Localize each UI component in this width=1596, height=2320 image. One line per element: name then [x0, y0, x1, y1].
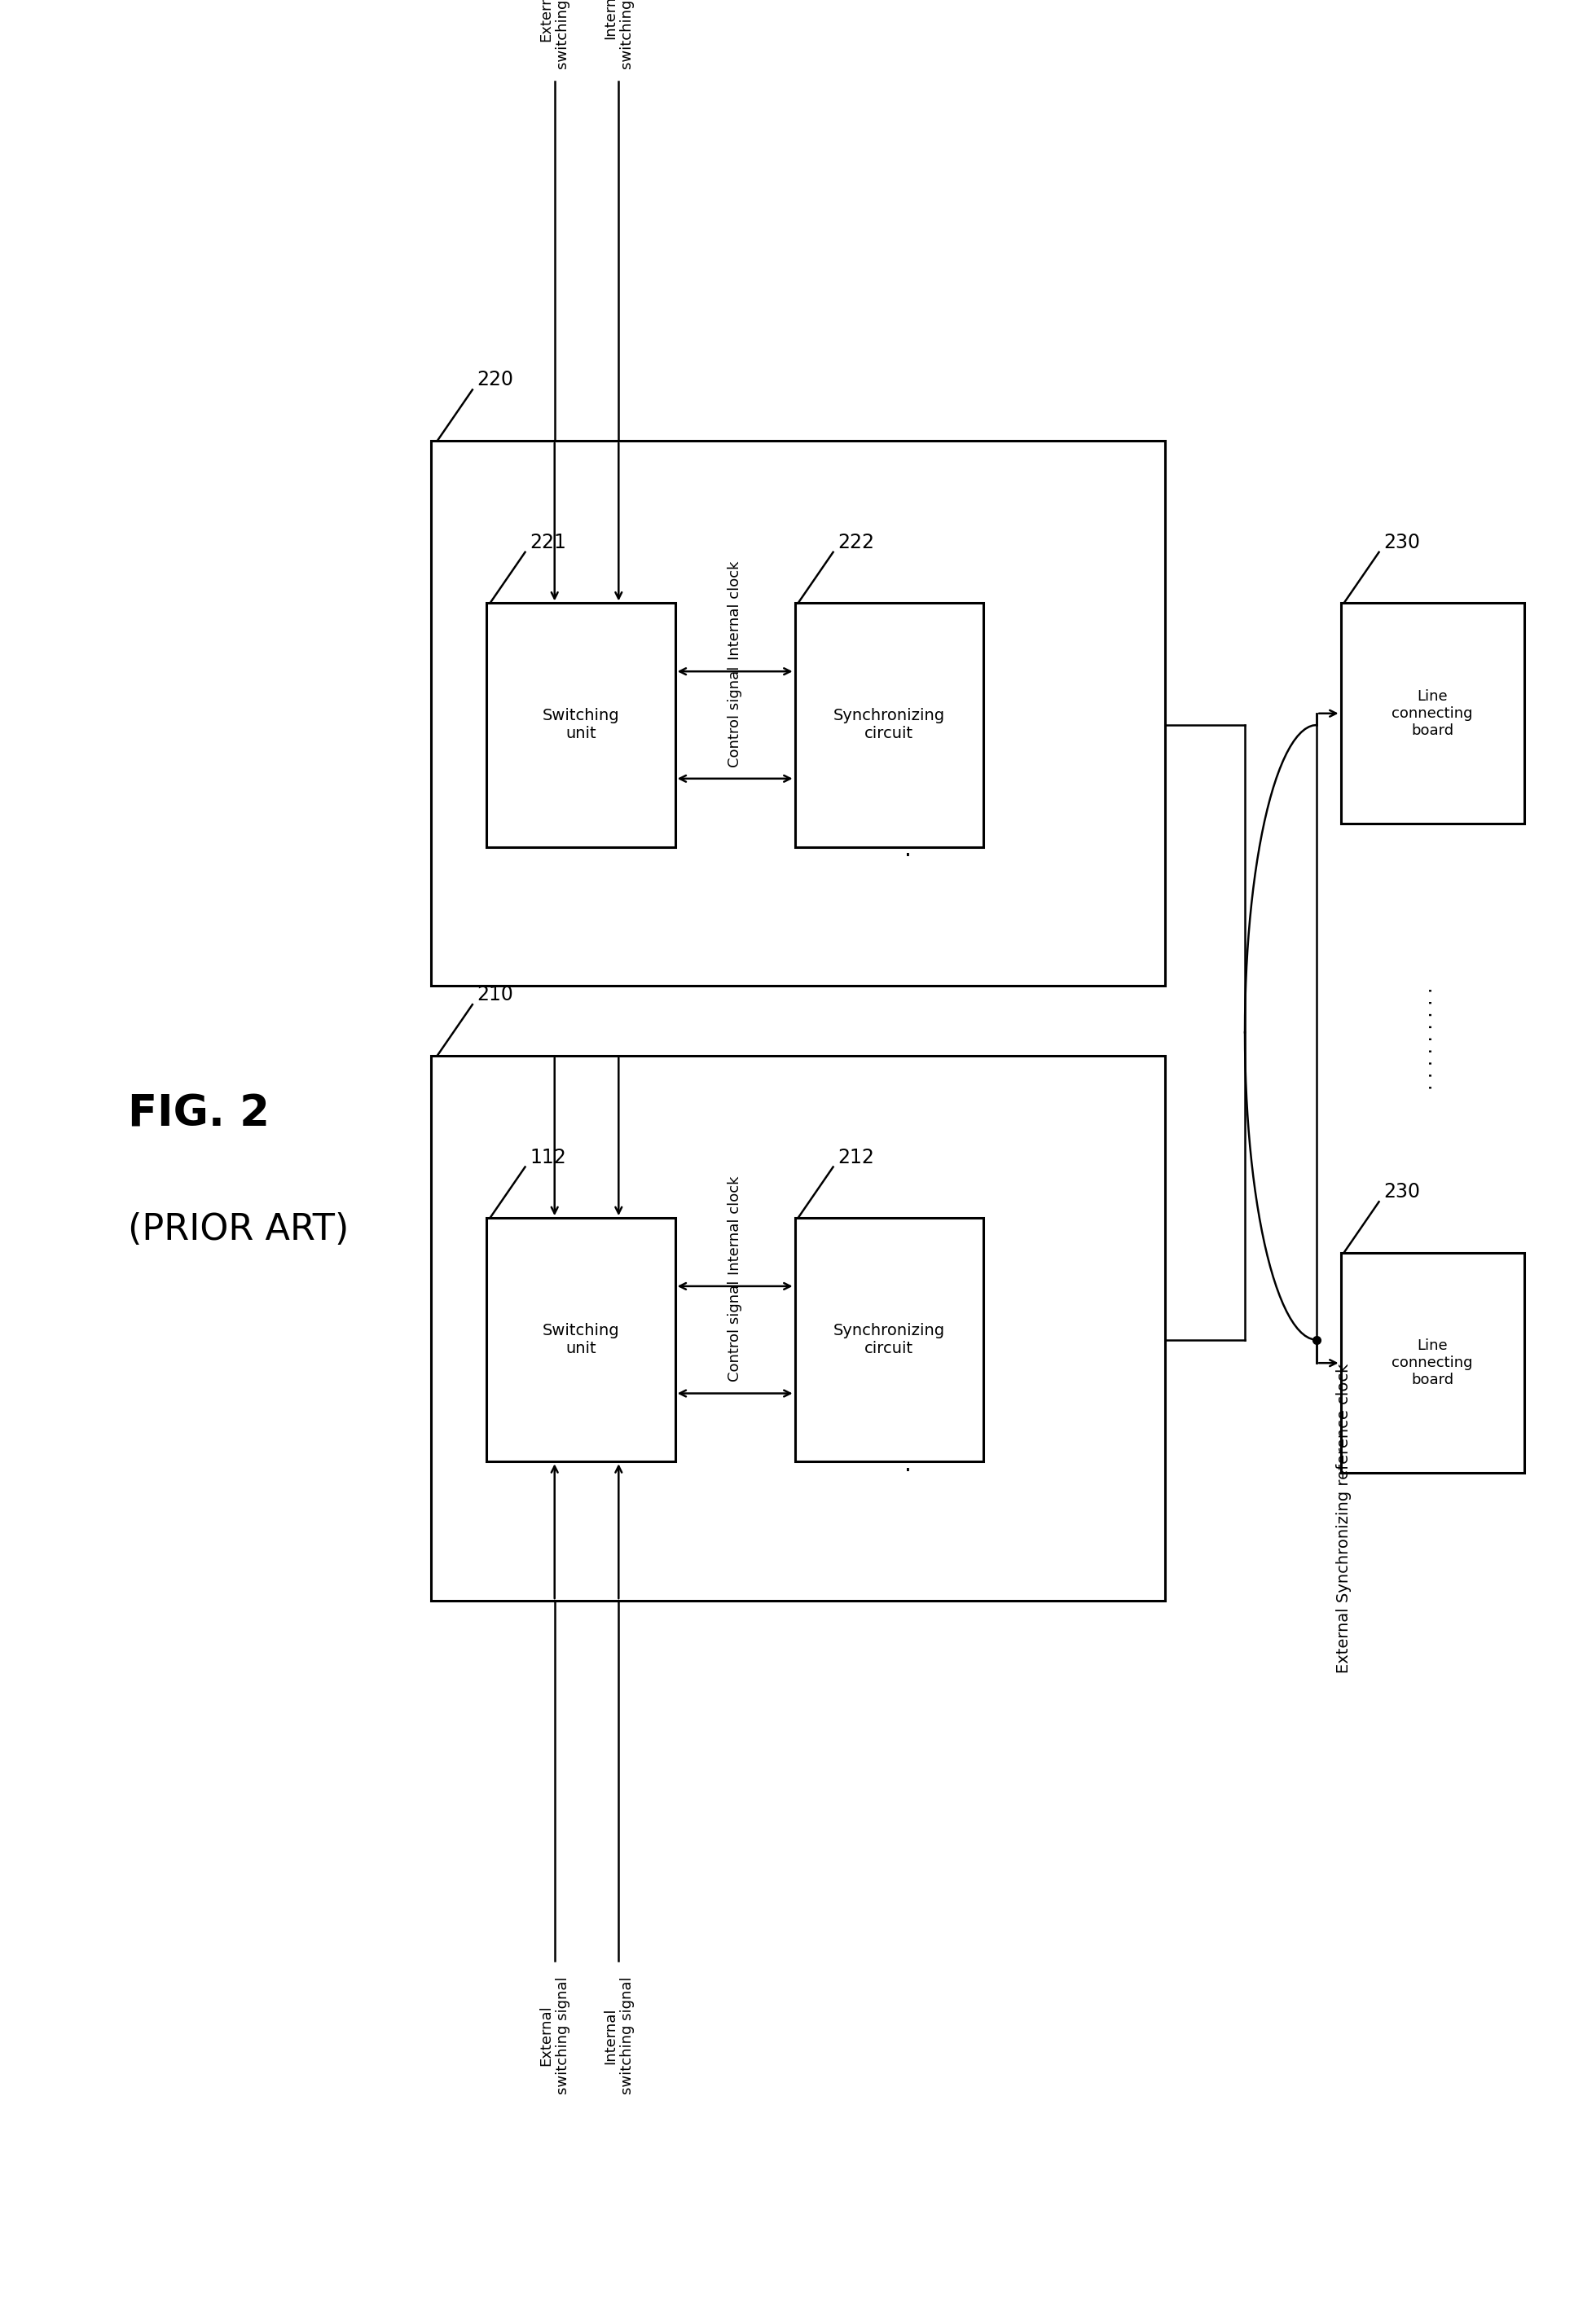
Text: .: . — [905, 1452, 911, 1476]
Bar — [795, 603, 983, 847]
Bar — [1341, 1253, 1524, 1473]
Text: Internal clock: Internal clock — [728, 1176, 742, 1274]
Text: 212: 212 — [838, 1148, 875, 1167]
Text: 220: 220 — [477, 371, 514, 390]
Text: 221: 221 — [530, 534, 567, 552]
Bar — [431, 441, 1165, 986]
Text: 230: 230 — [1384, 1183, 1420, 1202]
Text: Synchronizing
circuit: Synchronizing circuit — [833, 708, 945, 742]
Text: Control signal: Control signal — [728, 1281, 742, 1383]
Text: Control signal: Control signal — [728, 666, 742, 768]
Text: External
switching signal: External switching signal — [539, 1977, 570, 2095]
Bar — [431, 1056, 1165, 1601]
Bar — [795, 1218, 983, 1462]
Text: 230: 230 — [1384, 534, 1420, 552]
Text: Synchronizing
circuit: Synchronizing circuit — [833, 1322, 945, 1357]
Bar — [487, 1218, 675, 1462]
Text: · · · · · · · · ·: · · · · · · · · · — [1422, 986, 1443, 1090]
Text: Internal
switching signal: Internal switching signal — [603, 1977, 635, 2095]
Text: Line
connecting
board: Line connecting board — [1392, 689, 1473, 738]
Text: Internal
switching signal: Internal switching signal — [603, 0, 635, 70]
Bar — [1341, 603, 1524, 824]
Text: External
switching signal: External switching signal — [539, 0, 570, 70]
Bar — [487, 603, 675, 847]
Text: Switching
unit: Switching unit — [543, 1322, 619, 1357]
Text: 222: 222 — [838, 534, 875, 552]
Text: Internal clock: Internal clock — [728, 561, 742, 659]
Text: 210: 210 — [477, 986, 514, 1005]
Text: (PRIOR ART): (PRIOR ART) — [128, 1211, 348, 1248]
Text: Line
connecting
board: Line connecting board — [1392, 1339, 1473, 1387]
Text: .: . — [905, 838, 911, 861]
Text: 112: 112 — [530, 1148, 567, 1167]
Text: External Synchronizing reference clock: External Synchronizing reference clock — [1336, 1364, 1352, 1673]
Text: Switching
unit: Switching unit — [543, 708, 619, 742]
Text: FIG. 2: FIG. 2 — [128, 1093, 270, 1134]
